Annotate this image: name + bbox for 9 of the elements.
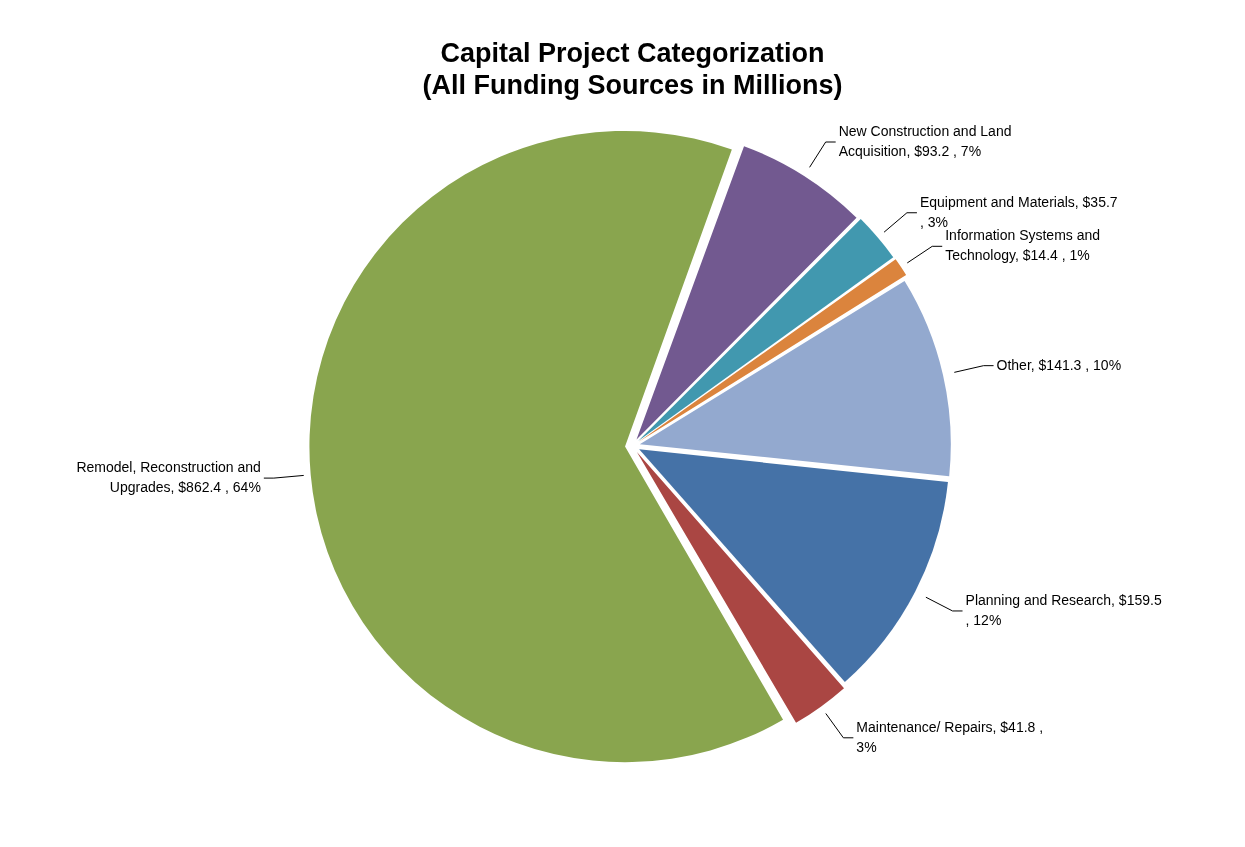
slice-label: Other, $141.3 , 10%	[996, 356, 1122, 373]
slice-label: Information Systems and Technology, $14.4 , 1%	[945, 227, 1101, 264]
slice-label: Remodel, Reconstruction and Upgrades, $862.4 , 64%	[76, 458, 261, 495]
slice-label: Planning and Research, $159.5 , 12%	[965, 591, 1162, 628]
text: (All Funding Sources in Millions)	[422, 70, 843, 101]
slice-label: Maintenance/ Repairs, $41.8 , 3%	[856, 718, 1044, 755]
slice-label: New Construction and Land Acquisition, $93.2 , 7%	[838, 122, 1012, 159]
slice-label: Equipment and Materials, $35.7 , 3%	[919, 193, 1118, 230]
text: Capital Project Categorization	[440, 37, 825, 68]
